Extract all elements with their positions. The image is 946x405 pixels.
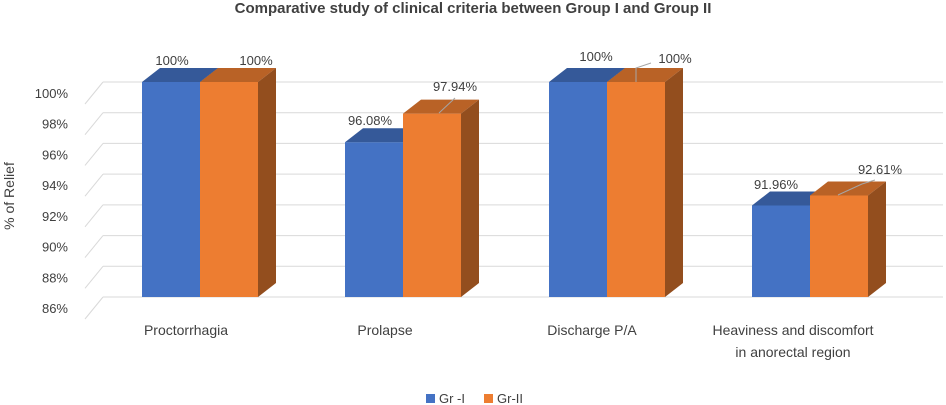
y-tick-label: 100% xyxy=(35,86,69,101)
bar-front xyxy=(403,113,461,297)
gridline-diagonal xyxy=(84,143,104,166)
gridline-diagonal xyxy=(84,296,104,320)
bar-top xyxy=(345,128,421,143)
bar-top xyxy=(607,68,683,82)
category-label: Heaviness and discomfort xyxy=(712,322,873,338)
category-label: Discharge P/A xyxy=(547,322,637,338)
bar-side xyxy=(258,68,276,297)
bar-front xyxy=(752,205,810,297)
y-tick-label: 98% xyxy=(42,117,68,132)
y-tick-label: 86% xyxy=(42,301,68,316)
bar-top xyxy=(752,191,828,206)
bar-side xyxy=(868,181,886,297)
legend-entry: Gr -I xyxy=(439,391,465,405)
bars xyxy=(142,68,886,297)
legend-swatch xyxy=(484,394,493,403)
bar-front xyxy=(200,82,258,297)
bar-top xyxy=(403,99,479,114)
y-tick-label: 88% xyxy=(42,270,68,285)
y-tick-label: 90% xyxy=(42,240,68,255)
bar-front xyxy=(549,82,607,297)
data-label: 97.94% xyxy=(433,79,478,94)
bar-side xyxy=(461,99,479,297)
leader-line xyxy=(438,97,456,114)
chart-title: Comparative study of clinical criteria b… xyxy=(235,0,712,17)
bar-front xyxy=(607,82,665,297)
bar-top xyxy=(142,68,218,82)
bar xyxy=(200,68,276,297)
bar-side xyxy=(665,68,683,297)
data-labels: 100% 96.08% 100% 91.96% 100% 97.94% 100% 92.61% xyxy=(155,49,903,196)
data-label: 96.08% xyxy=(348,113,393,128)
gridline-diagonal xyxy=(84,235,104,258)
gridline-diagonal xyxy=(84,173,104,197)
leader-line xyxy=(635,62,652,82)
gridline-diagonal xyxy=(84,81,104,105)
y-axis-ticks: 86% 88% 90% 92% 94% 96% 98% 100% xyxy=(35,86,69,316)
data-label: 91.96% xyxy=(754,177,799,192)
x-axis-categories: Proctorrhagia Prolapse Discharge P/A Heavin… xyxy=(144,322,874,360)
data-label: 100% xyxy=(155,53,189,68)
category-label: in anorectal region xyxy=(735,344,850,360)
category-label: Proctorrhagia xyxy=(144,322,228,338)
y-tick-label: 92% xyxy=(42,209,68,224)
legend-entry: Gr-II xyxy=(497,391,523,405)
bar-front xyxy=(345,142,403,297)
y-tick-label: 96% xyxy=(42,147,68,162)
y-tick-label: 94% xyxy=(42,178,68,193)
legend: Gr -I Gr-II xyxy=(426,391,523,405)
bar xyxy=(607,68,683,297)
gridline-diagonal xyxy=(84,265,104,289)
bar-top xyxy=(200,68,276,82)
bar-top xyxy=(810,181,886,196)
bar-top xyxy=(549,68,625,82)
gridline-diagonal xyxy=(84,204,104,228)
y-axis-label: % of Relief xyxy=(1,162,17,230)
bar-front xyxy=(142,82,200,297)
bar xyxy=(403,99,479,297)
data-label: 100% xyxy=(579,49,613,64)
leader-line xyxy=(837,179,876,196)
category-label: Prolapse xyxy=(357,322,412,338)
data-label: 100% xyxy=(239,53,273,68)
bar xyxy=(810,181,886,297)
data-label: 100% xyxy=(658,51,692,66)
gridline-diagonal xyxy=(84,112,104,136)
legend-swatch xyxy=(426,394,435,403)
data-label: 92.61% xyxy=(858,162,903,177)
bar-front xyxy=(810,195,868,297)
